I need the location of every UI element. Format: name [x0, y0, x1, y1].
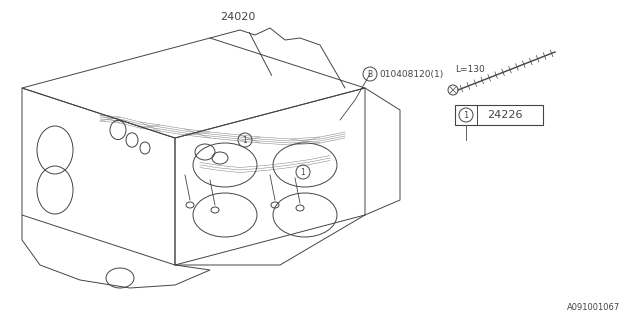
Text: 010408120(1): 010408120(1) [379, 69, 444, 78]
Text: 1: 1 [301, 167, 305, 177]
FancyBboxPatch shape [455, 105, 543, 125]
Circle shape [448, 85, 458, 95]
Circle shape [459, 108, 473, 122]
Text: 1: 1 [243, 135, 248, 145]
Text: 24020: 24020 [220, 12, 255, 22]
Text: A091001067: A091001067 [567, 303, 620, 312]
Text: 24226: 24226 [487, 110, 523, 120]
Text: B: B [367, 69, 372, 78]
Circle shape [296, 165, 310, 179]
Text: 1: 1 [463, 110, 468, 119]
Text: L=130: L=130 [455, 65, 484, 74]
Circle shape [238, 133, 252, 147]
